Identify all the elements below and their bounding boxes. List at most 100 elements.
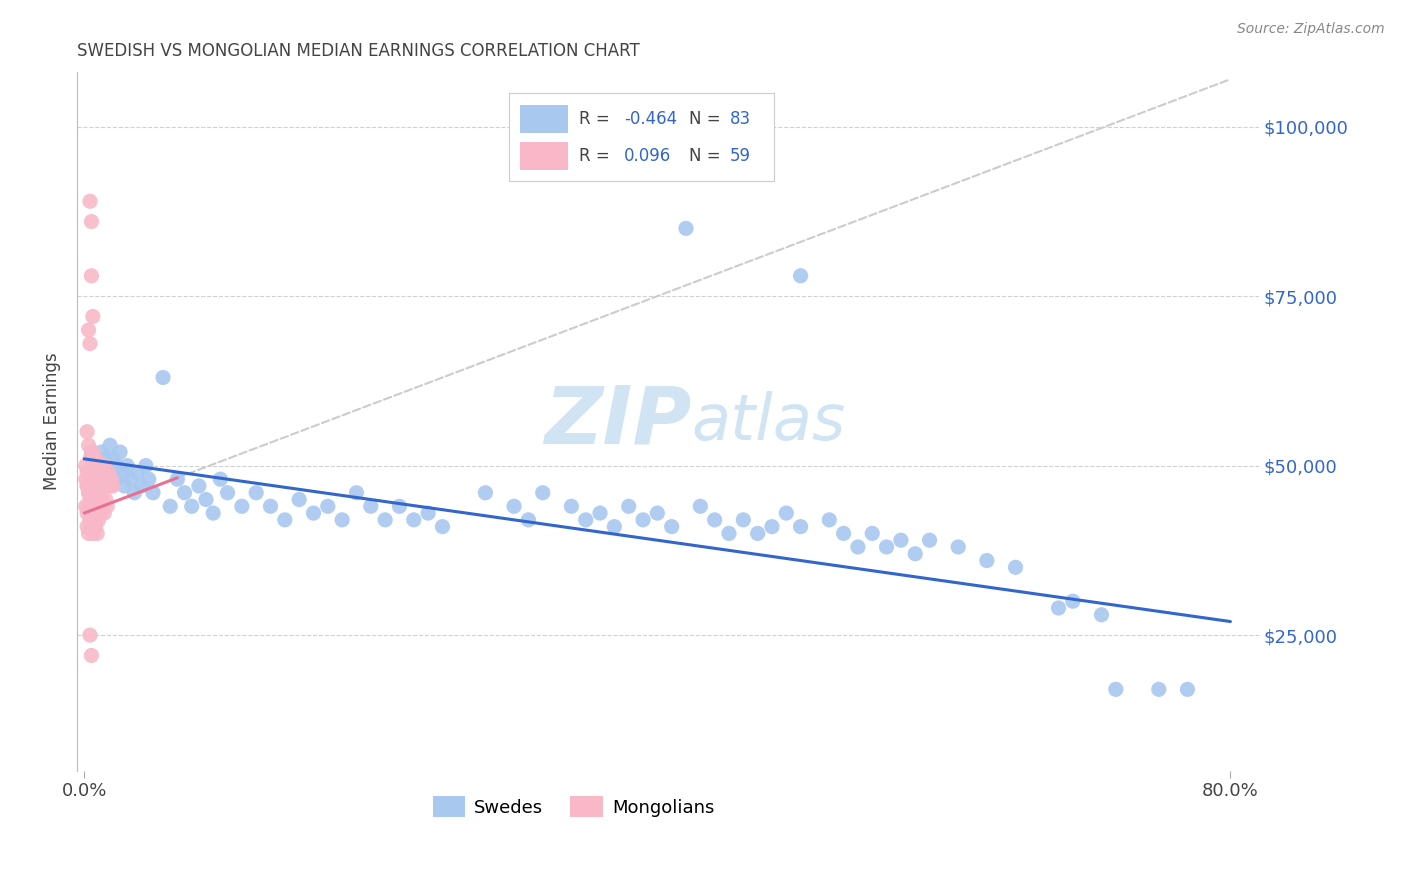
Point xyxy=(84,519,107,533)
Point xyxy=(631,513,654,527)
Point xyxy=(91,500,114,514)
Point xyxy=(96,472,118,486)
Point xyxy=(75,458,97,473)
Point xyxy=(80,445,103,459)
Point xyxy=(93,466,115,480)
Point xyxy=(83,513,105,527)
Point xyxy=(531,485,554,500)
Point xyxy=(100,472,122,486)
Point xyxy=(560,500,582,514)
Point xyxy=(79,451,101,466)
Text: SWEDISH VS MONGOLIAN MEDIAN EARNINGS CORRELATION CHART: SWEDISH VS MONGOLIAN MEDIAN EARNINGS COR… xyxy=(77,42,640,60)
Point xyxy=(259,500,281,514)
Point xyxy=(101,451,124,466)
Point xyxy=(105,458,128,473)
Point xyxy=(75,500,97,514)
Point xyxy=(152,370,174,384)
Point xyxy=(217,485,239,500)
Text: 83: 83 xyxy=(730,111,751,128)
Y-axis label: Median Earnings: Median Earnings xyxy=(44,352,60,491)
Point xyxy=(245,485,267,500)
Point xyxy=(94,472,117,486)
Point xyxy=(976,553,998,567)
Point xyxy=(138,472,160,486)
Point xyxy=(79,194,101,209)
Point xyxy=(159,500,181,514)
Point xyxy=(76,466,98,480)
Point xyxy=(166,472,188,486)
Point xyxy=(77,438,100,452)
Point xyxy=(661,519,683,533)
Point xyxy=(818,513,841,527)
Point xyxy=(402,513,425,527)
Point xyxy=(98,438,121,452)
Point xyxy=(77,485,100,500)
Point xyxy=(86,526,108,541)
Point xyxy=(747,526,769,541)
Point xyxy=(115,458,138,473)
Point xyxy=(832,526,855,541)
Point xyxy=(97,466,120,480)
FancyBboxPatch shape xyxy=(520,105,568,133)
Point xyxy=(84,451,107,466)
Point xyxy=(388,500,411,514)
Point xyxy=(80,648,103,663)
Text: -0.464: -0.464 xyxy=(624,111,678,128)
Point xyxy=(1047,601,1070,615)
Point xyxy=(374,513,396,527)
Point xyxy=(80,458,103,473)
Point xyxy=(87,492,110,507)
Point xyxy=(101,479,124,493)
Point xyxy=(83,458,105,473)
Point xyxy=(86,485,108,500)
Point xyxy=(86,458,108,473)
Point xyxy=(761,519,783,533)
Legend: Swedes, Mongolians: Swedes, Mongolians xyxy=(426,789,721,824)
Point xyxy=(131,479,153,493)
Point xyxy=(90,492,112,507)
Text: 59: 59 xyxy=(730,147,751,165)
Point xyxy=(589,506,612,520)
Point xyxy=(733,513,755,527)
Point xyxy=(90,466,112,480)
Point xyxy=(302,506,325,520)
Point xyxy=(75,472,97,486)
Point xyxy=(76,479,98,493)
Point xyxy=(416,506,439,520)
Point xyxy=(94,451,117,466)
Point xyxy=(77,485,100,500)
Point xyxy=(647,506,669,520)
Point xyxy=(846,540,869,554)
Point xyxy=(124,485,146,500)
Point xyxy=(1062,594,1084,608)
Point xyxy=(87,472,110,486)
Point xyxy=(617,500,640,514)
Point xyxy=(76,425,98,439)
Point xyxy=(274,513,297,527)
Point xyxy=(79,492,101,507)
Point xyxy=(209,472,232,486)
Point xyxy=(346,485,368,500)
Point xyxy=(91,479,114,493)
Point xyxy=(80,479,103,493)
Point xyxy=(876,540,898,554)
Point xyxy=(80,268,103,283)
Point xyxy=(94,492,117,507)
Point xyxy=(77,323,100,337)
Point xyxy=(142,485,165,500)
Point xyxy=(104,472,127,486)
Point xyxy=(187,479,209,493)
Point xyxy=(789,268,811,283)
Point xyxy=(575,513,598,527)
Point xyxy=(789,519,811,533)
Text: R =: R = xyxy=(579,111,610,128)
Point xyxy=(1090,607,1112,622)
Point xyxy=(173,485,195,500)
Point xyxy=(127,466,149,480)
Point xyxy=(231,500,253,514)
Point xyxy=(135,458,157,473)
Point xyxy=(89,506,111,520)
Point xyxy=(100,466,122,480)
Point xyxy=(703,513,725,527)
Text: atlas: atlas xyxy=(692,391,846,452)
